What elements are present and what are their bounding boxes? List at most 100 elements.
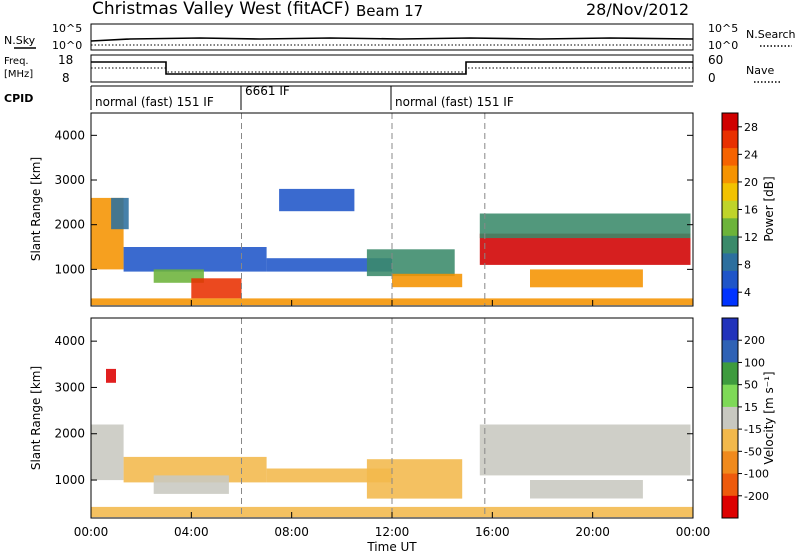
- colorbar-swatch: [722, 406, 738, 430]
- colorbar-swatch: [722, 473, 738, 497]
- freq-label: Freq.: [4, 56, 29, 67]
- velocity-marker-lines: [241, 318, 486, 518]
- colorbar-swatch: [722, 253, 738, 272]
- power-echo-region: [279, 188, 355, 212]
- velocity-echo-region: [106, 368, 116, 383]
- colorbar-swatch: [722, 384, 738, 408]
- velocity-echo-region: [266, 468, 392, 483]
- x-tick-label: 00:00: [676, 525, 711, 539]
- cpid-segment-2: 6661 IF: [245, 84, 290, 98]
- colorbar-swatch: [722, 288, 738, 307]
- power-echo-region: [266, 258, 392, 272]
- colorbar-tick-label: 16: [744, 204, 758, 217]
- velocity-echo-region: [91, 424, 124, 481]
- y-tick-label: 2000: [54, 218, 85, 232]
- colorbar-tick-label: -15: [744, 423, 762, 436]
- nsky-frame: [90, 23, 694, 51]
- nsearch-label: N.Search: [746, 28, 796, 41]
- colorbar-frame: [721, 317, 739, 519]
- colorbar-tick-label: 100: [744, 356, 765, 369]
- x-tick-label: 16:00: [475, 525, 510, 539]
- x-tick-label: 04:00: [174, 525, 209, 539]
- colorbar-tick-label: 12: [744, 231, 758, 244]
- cpid-segment-1: normal (fast) 151 IF: [95, 95, 214, 109]
- x-tick-label: 08:00: [274, 525, 309, 539]
- power-panel: 1000 2000 3000 4000 Slant Range [km] 4 8 12 16…: [29, 112, 776, 307]
- freq-strip: Freq. [MHz] 18 8 60 0 Nave: [4, 53, 780, 85]
- nave-label: Nave: [746, 64, 774, 77]
- nave-tick-high: 60: [708, 53, 723, 67]
- nsky-strip: N.Sky 10^5 10^0 10^5 10^0 N.Search: [4, 22, 796, 52]
- colorbar-swatch: [722, 429, 738, 452]
- velocity-xlabel: Time UT: [366, 540, 417, 554]
- velocity-echo-region: [366, 459, 463, 499]
- power-echo-region: [479, 233, 691, 265]
- velocity-xaxis: 00:00 04:00 08:00 12:00 16:00 20:00 00:00: [74, 300, 711, 539]
- colorbar-tick-label: 200: [744, 334, 765, 347]
- cpid-segment-3: normal (fast) 151 IF: [395, 95, 514, 109]
- y-tick-label: 3000: [54, 173, 85, 187]
- colorbar-swatch: [722, 218, 738, 237]
- power-echo-region: [366, 249, 455, 277]
- colorbar-tick-label: 20: [744, 176, 758, 189]
- colorbar-tick-label: 24: [744, 148, 758, 161]
- colorbar-swatch: [722, 318, 738, 341]
- velocity-echo-region: [153, 475, 229, 494]
- y-tick-label: 1000: [54, 262, 85, 276]
- x-tick-label: 12:00: [375, 525, 410, 539]
- freq-tick-low: 8: [62, 71, 70, 85]
- power-echo-region: [191, 278, 242, 299]
- y-tick-label: 4000: [54, 334, 85, 348]
- colorbar-swatch: [722, 270, 738, 289]
- power-ylabel: Slant Range [km]: [29, 157, 43, 261]
- colorbar-swatch: [722, 183, 738, 202]
- freq-unit: [MHz]: [4, 69, 33, 80]
- power-echo-region: [479, 213, 691, 239]
- colorbar-tick-label: 4: [744, 286, 751, 299]
- y-tick-label: 4000: [54, 128, 85, 142]
- x-tick-label: 00:00: [74, 525, 109, 539]
- nave-tick-low: 0: [708, 71, 716, 85]
- velocity-yaxis: 1000 2000 3000 4000: [54, 334, 693, 487]
- colorbar-tick-label: 50: [744, 379, 758, 392]
- velocity-echo-region: [530, 480, 643, 499]
- power-echo-region: [123, 247, 267, 272]
- colorbar-swatch: [722, 340, 738, 363]
- nsky-tick-high: 10^5: [52, 22, 82, 35]
- nsky-tick-low: 10^0: [52, 39, 82, 52]
- colorbar-swatch: [722, 200, 738, 219]
- x-tick-label: 20:00: [575, 525, 610, 539]
- colorbar-swatch: [722, 148, 738, 167]
- power-echo-region: [392, 273, 463, 288]
- power-colorbar-label: Power [dB]: [762, 176, 776, 241]
- y-tick-label: 1000: [54, 473, 85, 487]
- colorbar-tick-label: 15: [744, 401, 758, 414]
- date-label: 28/Nov/2012: [586, 0, 689, 19]
- velocity-colorbar: 200 100 50 15 -15 -50 -100 -200: [721, 317, 769, 519]
- power-yaxis: 1000 2000 3000 4000: [54, 128, 693, 276]
- colorbar-swatch: [722, 235, 738, 254]
- power-echo-region: [530, 269, 643, 288]
- freq-tick-high: 18: [58, 53, 73, 67]
- cpid-strip: CPID normal (fast) 151 IF 6661 IF normal…: [4, 84, 693, 110]
- colorbar-tick-label: -100: [744, 468, 769, 481]
- nsky-trace: [90, 37, 694, 42]
- colorbar-swatch: [722, 165, 738, 184]
- colorbar-swatch: [722, 113, 738, 131]
- colorbar-tick-label: 8: [744, 259, 751, 272]
- colorbar-swatch: [722, 451, 738, 474]
- velocity-ylabel: Slant Range [km]: [29, 366, 43, 470]
- nsky-label: N.Sky: [4, 34, 36, 47]
- colorbar-swatch: [722, 495, 738, 519]
- freq-frame: [90, 54, 694, 83]
- velocity-panel: 1000 2000 3000 4000 00:00 04:00 08:00 12:00 16:…: [29, 300, 776, 554]
- colorbar-swatch: [722, 130, 738, 149]
- power-echo-region: [111, 197, 129, 230]
- colorbar-tick-label: 28: [744, 121, 758, 134]
- power-colorbar: 4 8 12 16 20 24 28: [721, 112, 758, 307]
- power-marker-lines: [241, 113, 486, 306]
- beam-label: Beam 17: [356, 2, 423, 20]
- colorbar-swatch: [722, 362, 738, 386]
- freq-trace: [91, 61, 693, 75]
